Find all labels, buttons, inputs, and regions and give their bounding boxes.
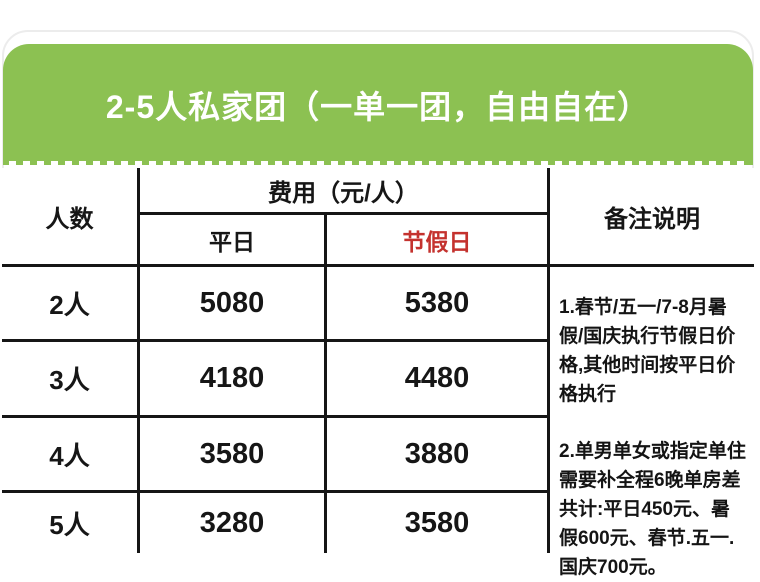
row-people: 4人 (2, 418, 140, 493)
price-holiday: 3580 (327, 493, 550, 553)
header-weekday: 平日 (140, 215, 327, 267)
price-weekday: 3580 (140, 418, 327, 493)
price-holiday: 4480 (327, 342, 550, 418)
price-weekday: 4180 (140, 342, 327, 418)
price-table: 人数 费用（元/人） 备注说明 平日 节假日 2人 5080 5380 1.春节… (2, 168, 754, 578)
notes-cell: 1.春节/五一/7-8月暑假/国庆执行节假日价格,其他时间按平日价格执行 2.单… (550, 267, 754, 578)
header-notes: 备注说明 (550, 168, 754, 267)
header-holiday: 节假日 (327, 215, 550, 267)
price-weekday: 3280 (140, 493, 327, 553)
note-1: 1.春节/五一/7-8月暑假/国庆执行节假日价格,其他时间按平日价格执行 (559, 297, 736, 405)
row-people: 2人 (2, 267, 140, 342)
row-people: 5人 (2, 493, 140, 553)
banner: 2-5人私家团（一单一团，自由自在） (3, 44, 753, 166)
header-fee: 费用（元/人） (140, 168, 550, 215)
note-2: 2.单男单女或指定单住需要补全程6晚单房差共计:平日450元、暑假600元、春节… (559, 441, 746, 578)
price-holiday: 5380 (327, 267, 550, 342)
header-people: 人数 (2, 168, 140, 267)
banner-title: 2-5人私家团（一单一团，自由自在） (105, 88, 651, 125)
price-weekday: 5080 (140, 267, 327, 342)
price-holiday: 3880 (327, 418, 550, 493)
row-people: 3人 (2, 342, 140, 418)
